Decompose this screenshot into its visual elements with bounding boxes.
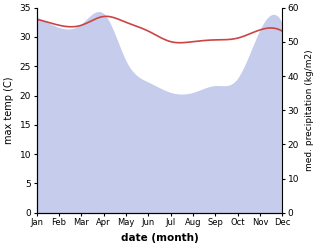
Y-axis label: max temp (C): max temp (C) bbox=[4, 76, 14, 144]
Y-axis label: med. precipitation (kg/m2): med. precipitation (kg/m2) bbox=[305, 49, 314, 171]
X-axis label: date (month): date (month) bbox=[121, 233, 198, 243]
